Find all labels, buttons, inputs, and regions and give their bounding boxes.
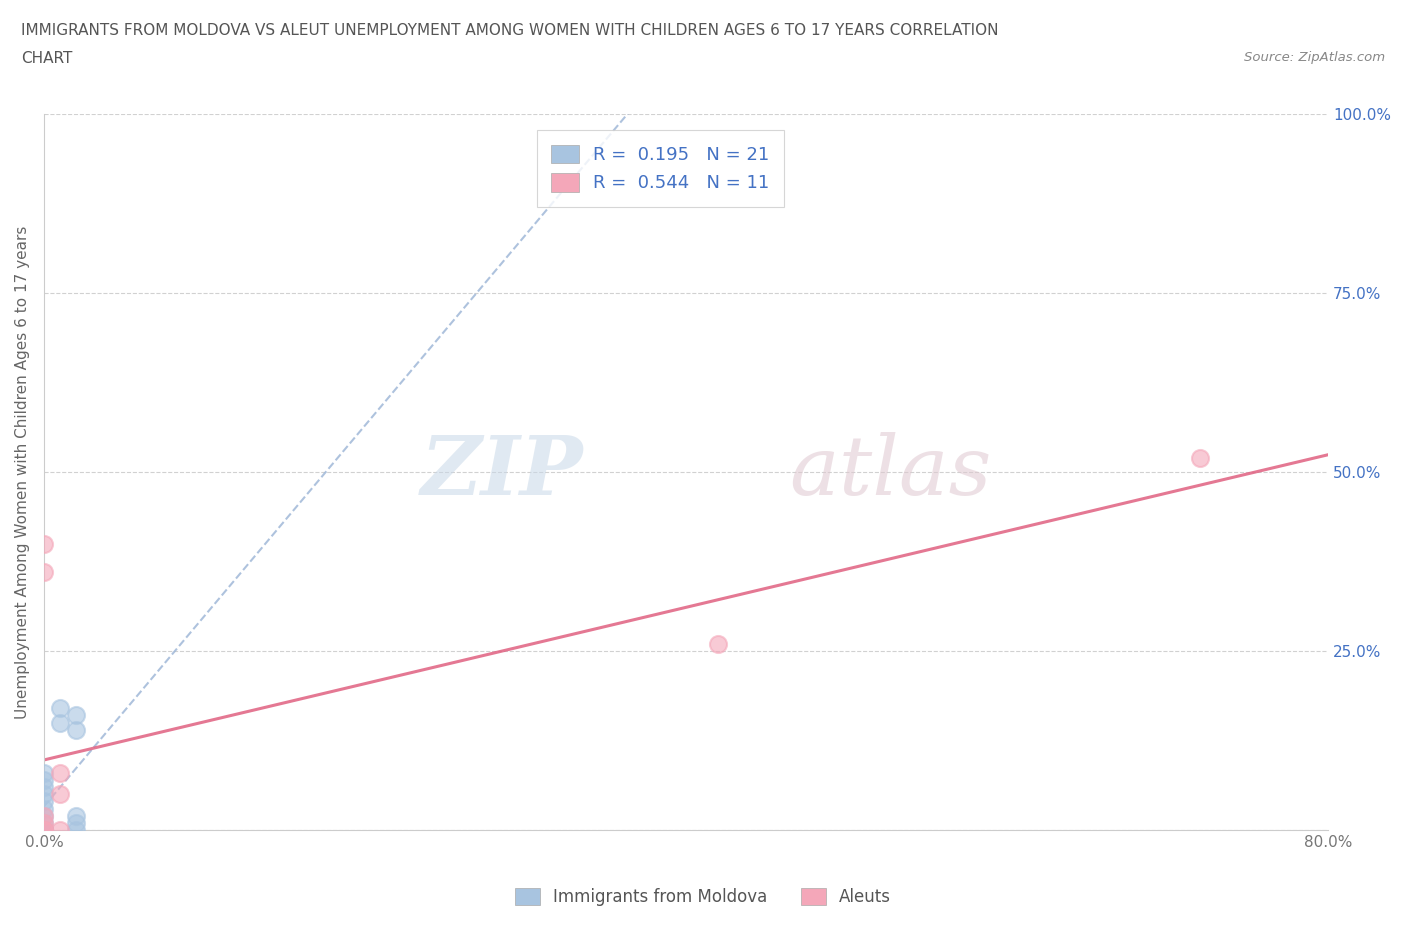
Point (49, 701, 72, 716)
Legend: R =  0.195   N = 21, R =  0.544   N = 11: R = 0.195 N = 21, R = 0.544 N = 11 (537, 130, 783, 206)
Point (32, 816, 55, 830)
Point (32, 823, 55, 838)
Point (65, 808, 87, 823)
Point (65, 723, 87, 737)
Point (49, 715, 72, 730)
Point (65, 823, 87, 838)
Point (32, 801, 55, 816)
Point (49, 823, 72, 838)
Point (65, 708, 87, 723)
Point (49, 787, 72, 802)
Point (32, 823, 55, 838)
Point (32, 765, 55, 780)
Legend: Immigrants from Moldova, Aleuts: Immigrants from Moldova, Aleuts (508, 881, 898, 912)
Point (32, 823, 55, 838)
Point (32, 565, 55, 579)
Text: Source: ZipAtlas.com: Source: ZipAtlas.com (1244, 51, 1385, 64)
Point (707, 636, 730, 651)
Y-axis label: Unemployment Among Women with Children Ages 6 to 17 years: Unemployment Among Women with Children A… (15, 225, 30, 719)
Point (32, 823, 55, 838)
Point (32, 794, 55, 809)
Text: CHART: CHART (21, 51, 73, 66)
Point (32, 787, 55, 802)
Text: atlas: atlas (789, 432, 991, 512)
Text: ZIP: ZIP (420, 432, 583, 512)
Point (32, 816, 55, 830)
Point (32, 823, 55, 838)
Point (32, 773, 55, 788)
Point (49, 765, 72, 780)
Point (65, 816, 87, 830)
Point (32, 823, 55, 838)
Text: IMMIGRANTS FROM MOLDOVA VS ALEUT UNEMPLOYMENT AMONG WOMEN WITH CHILDREN AGES 6 T: IMMIGRANTS FROM MOLDOVA VS ALEUT UNEMPLO… (21, 23, 998, 38)
Point (32, 823, 55, 838)
Point (32, 779, 55, 794)
Point (32, 537, 55, 551)
Point (32, 808, 55, 823)
Point (32, 823, 55, 838)
Point (32, 808, 55, 823)
Point (1188, 450, 1211, 465)
